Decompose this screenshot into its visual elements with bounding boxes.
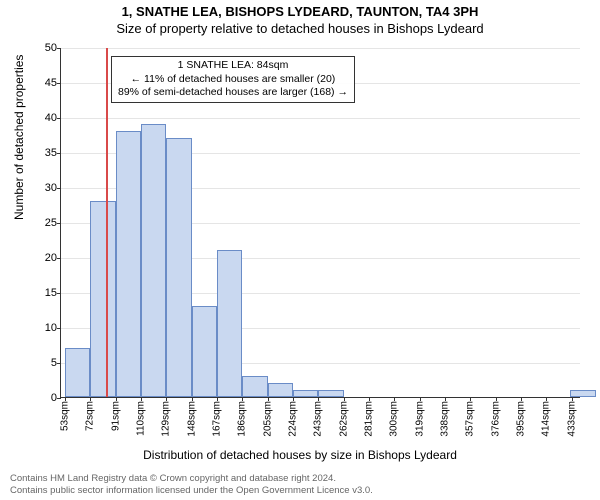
x-tick-label: 167sqm	[212, 401, 223, 437]
histogram-bar	[90, 201, 115, 397]
annotation-line3: 89% of semi-detached houses are larger (…	[118, 86, 348, 100]
histogram-bar	[192, 306, 217, 397]
y-tick-label: 5	[31, 357, 57, 369]
annotation-line2: ← 11% of detached houses are smaller (20…	[118, 73, 348, 87]
y-tick-mark	[57, 223, 61, 224]
annotation-line1: 1 SNATHE LEA: 84sqm	[118, 59, 348, 73]
histogram-bar	[570, 390, 595, 397]
chart-title-sub: Size of property relative to detached ho…	[0, 19, 600, 36]
y-tick-mark	[57, 398, 61, 399]
x-tick-label: 433sqm	[566, 401, 577, 437]
x-tick-label: 91sqm	[110, 401, 121, 431]
x-tick-label: 72sqm	[85, 401, 96, 431]
y-tick-label: 20	[31, 252, 57, 264]
y-tick-label: 35	[31, 147, 57, 159]
chart-title-main: 1, SNATHE LEA, BISHOPS LYDEARD, TAUNTON,…	[0, 0, 600, 19]
footer-attribution: Contains HM Land Registry data © Crown c…	[10, 473, 373, 496]
y-tick-mark	[57, 48, 61, 49]
x-tick-label: 262sqm	[338, 401, 349, 437]
footer-line1: Contains HM Land Registry data © Crown c…	[10, 473, 373, 484]
y-tick-mark	[57, 153, 61, 154]
x-tick-label: 300sqm	[389, 401, 400, 437]
x-tick-label: 414sqm	[541, 401, 552, 437]
footer-line2: Contains public sector information licen…	[10, 485, 373, 496]
chart-plot-area: 05101520253035404550 53sqm72sqm91sqm110s…	[60, 48, 580, 398]
y-tick-label: 10	[31, 322, 57, 334]
x-tick-label: 224sqm	[288, 401, 299, 437]
histogram-bar	[166, 138, 191, 397]
x-tick-label: 281sqm	[364, 401, 375, 437]
y-tick-label: 50	[31, 42, 57, 54]
x-tick-label: 53sqm	[60, 401, 71, 431]
y-tick-mark	[57, 328, 61, 329]
x-axis-label: Distribution of detached houses by size …	[0, 448, 600, 462]
y-axis-label: Number of detached properties	[12, 55, 26, 220]
x-tick-label: 376sqm	[490, 401, 501, 437]
histogram-bar	[141, 124, 166, 397]
y-tick-label: 30	[31, 182, 57, 194]
x-tick-label: 395sqm	[516, 401, 527, 437]
histogram-bar	[116, 131, 141, 397]
x-tick-label: 357sqm	[465, 401, 476, 437]
y-tick-mark	[57, 293, 61, 294]
histogram-bar	[217, 250, 242, 397]
x-tick-label: 243sqm	[313, 401, 324, 437]
x-tick-label: 129sqm	[161, 401, 172, 437]
reference-line	[106, 48, 108, 397]
y-tick-mark	[57, 83, 61, 84]
histogram-bar	[318, 390, 343, 397]
y-tick-label: 40	[31, 112, 57, 124]
y-tick-label: 25	[31, 217, 57, 229]
histogram-bar	[293, 390, 318, 397]
x-tick-label: 338sqm	[440, 401, 451, 437]
x-tick-label: 319sqm	[414, 401, 425, 437]
y-tick-mark	[57, 258, 61, 259]
y-tick-label: 45	[31, 77, 57, 89]
histogram-bar	[65, 348, 90, 397]
y-tick-mark	[57, 118, 61, 119]
x-tick-label: 205sqm	[262, 401, 273, 437]
y-tick-mark	[57, 363, 61, 364]
y-tick-mark	[57, 188, 61, 189]
y-tick-label: 15	[31, 287, 57, 299]
histogram-bar	[268, 383, 293, 397]
x-tick-label: 110sqm	[136, 401, 147, 436]
histogram-bar	[242, 376, 267, 397]
x-tick-label: 148sqm	[186, 401, 197, 437]
annotation-box: 1 SNATHE LEA: 84sqm ← 11% of detached ho…	[111, 56, 355, 103]
y-tick-label: 0	[31, 392, 57, 404]
x-tick-label: 186sqm	[237, 401, 248, 437]
